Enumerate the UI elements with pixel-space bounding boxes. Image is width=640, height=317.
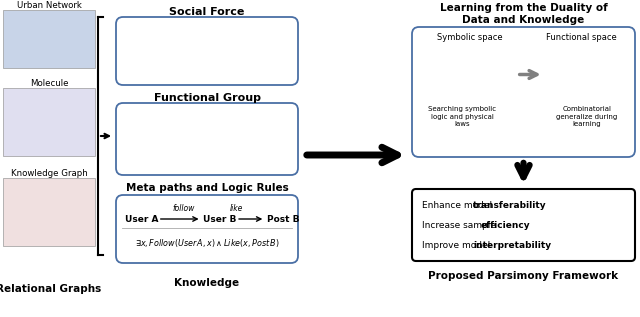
Bar <box>3 178 95 246</box>
Text: User A: User A <box>125 215 158 223</box>
FancyBboxPatch shape <box>116 103 298 175</box>
Text: Functional space: Functional space <box>546 33 617 42</box>
Text: Combinatorial
generalize during
learning: Combinatorial generalize during learning <box>556 106 618 127</box>
Bar <box>209 106 293 169</box>
Text: follow: follow <box>172 204 195 213</box>
FancyBboxPatch shape <box>116 17 298 85</box>
Bar <box>546 47 628 102</box>
Text: transferability: transferability <box>473 200 547 210</box>
FancyBboxPatch shape <box>412 27 635 157</box>
Text: Post B: Post B <box>267 215 300 223</box>
Text: $\exists x, Follow(User\,A, x) \wedge Like(x, Post\,B)$: $\exists x, Follow(User\,A, x) \wedge Li… <box>134 237 279 249</box>
FancyBboxPatch shape <box>116 195 298 263</box>
Text: Meta paths and Logic Rules: Meta paths and Logic Rules <box>125 183 289 193</box>
Text: interpretability: interpretability <box>473 241 551 249</box>
Text: efficiency: efficiency <box>481 221 530 230</box>
Text: Proposed Parsimony Framework: Proposed Parsimony Framework <box>428 271 619 281</box>
Text: Knowledge: Knowledge <box>175 278 239 288</box>
Text: Improve model: Improve model <box>422 241 493 249</box>
Text: Searching symbolic
logic and physical
laws: Searching symbolic logic and physical la… <box>428 106 497 127</box>
Text: Symbolic space: Symbolic space <box>437 33 503 42</box>
Bar <box>209 20 293 80</box>
Text: Learning from the Duality of
Data and Knowledge: Learning from the Duality of Data and Kn… <box>440 3 607 25</box>
Bar <box>3 10 95 68</box>
Bar <box>121 106 205 169</box>
Text: like: like <box>229 204 243 213</box>
Text: Enhance model: Enhance model <box>422 200 495 210</box>
Bar <box>420 47 505 102</box>
Text: Molecule: Molecule <box>29 79 68 88</box>
Text: Urban Network: Urban Network <box>17 1 81 10</box>
FancyBboxPatch shape <box>412 189 635 261</box>
Text: User B: User B <box>203 215 236 223</box>
Text: Knowledge Graph: Knowledge Graph <box>11 169 88 178</box>
Bar <box>121 20 205 80</box>
Text: Increase sample: Increase sample <box>422 221 499 230</box>
Text: Social Force: Social Force <box>170 7 244 17</box>
Bar <box>3 88 95 156</box>
Text: Relational Graphs: Relational Graphs <box>0 284 102 294</box>
Text: Functional Group: Functional Group <box>154 93 260 103</box>
